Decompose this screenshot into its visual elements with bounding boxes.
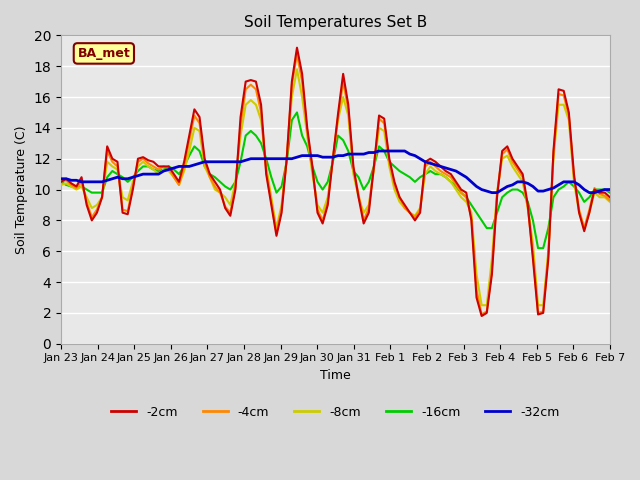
- Text: BA_met: BA_met: [77, 47, 131, 60]
- Y-axis label: Soil Temperature (C): Soil Temperature (C): [15, 125, 28, 254]
- Title: Soil Temperatures Set B: Soil Temperatures Set B: [244, 15, 427, 30]
- X-axis label: Time: Time: [320, 369, 351, 382]
- Legend: -2cm, -4cm, -8cm, -16cm, -32cm: -2cm, -4cm, -8cm, -16cm, -32cm: [106, 401, 564, 424]
